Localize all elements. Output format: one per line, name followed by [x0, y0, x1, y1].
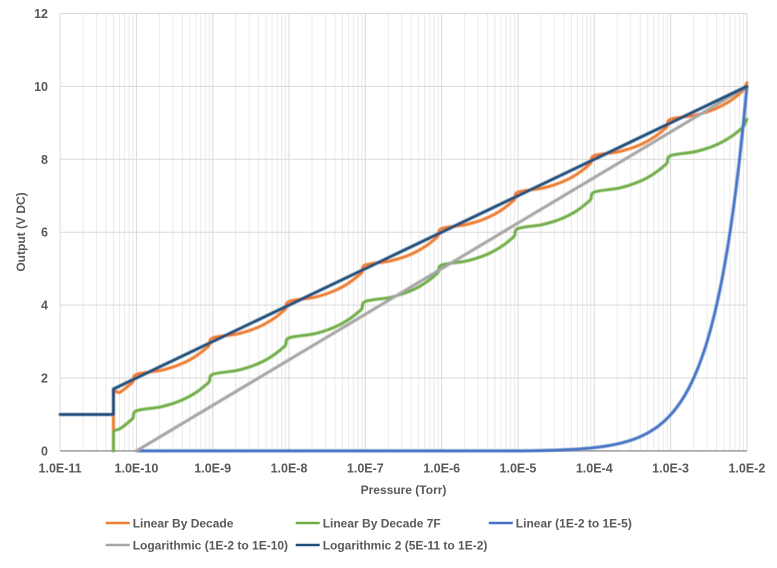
svg-text:Logarithmic 2 (5E-11 to 1E-2): Logarithmic 2 (5E-11 to 1E-2): [323, 539, 488, 553]
svg-text:Output (V DC): Output (V DC): [14, 192, 28, 271]
svg-text:Pressure (Torr): Pressure (Torr): [361, 483, 447, 497]
svg-text:2: 2: [41, 372, 48, 386]
svg-text:10: 10: [34, 80, 48, 94]
svg-text:6: 6: [41, 226, 48, 240]
svg-text:12: 12: [34, 7, 48, 21]
svg-text:Linear (1E-2 to 1E-5): Linear (1E-2 to 1E-5): [516, 517, 632, 531]
svg-text:1.0E-5: 1.0E-5: [500, 462, 537, 476]
svg-text:1.0E-9: 1.0E-9: [194, 462, 231, 476]
svg-text:Linear By Decade: Linear By Decade: [133, 517, 234, 531]
svg-text:1.0E-3: 1.0E-3: [652, 462, 689, 476]
svg-text:1.0E-7: 1.0E-7: [347, 462, 384, 476]
svg-text:1.0E-11: 1.0E-11: [39, 462, 82, 476]
svg-text:1.0E-6: 1.0E-6: [423, 462, 460, 476]
svg-text:1.0E-10: 1.0E-10: [115, 462, 159, 476]
svg-text:Logarithmic (1E-2 to 1E-10): Logarithmic (1E-2 to 1E-10): [133, 539, 288, 553]
svg-text:0: 0: [41, 444, 48, 458]
svg-text:8: 8: [41, 153, 48, 167]
svg-text:Linear By Decade 7F: Linear By Decade 7F: [323, 517, 441, 531]
svg-text:1.0E-2: 1.0E-2: [728, 462, 765, 476]
svg-text:1.0E-8: 1.0E-8: [271, 462, 308, 476]
svg-text:4: 4: [41, 299, 48, 313]
svg-text:1.0E-4: 1.0E-4: [576, 462, 613, 476]
